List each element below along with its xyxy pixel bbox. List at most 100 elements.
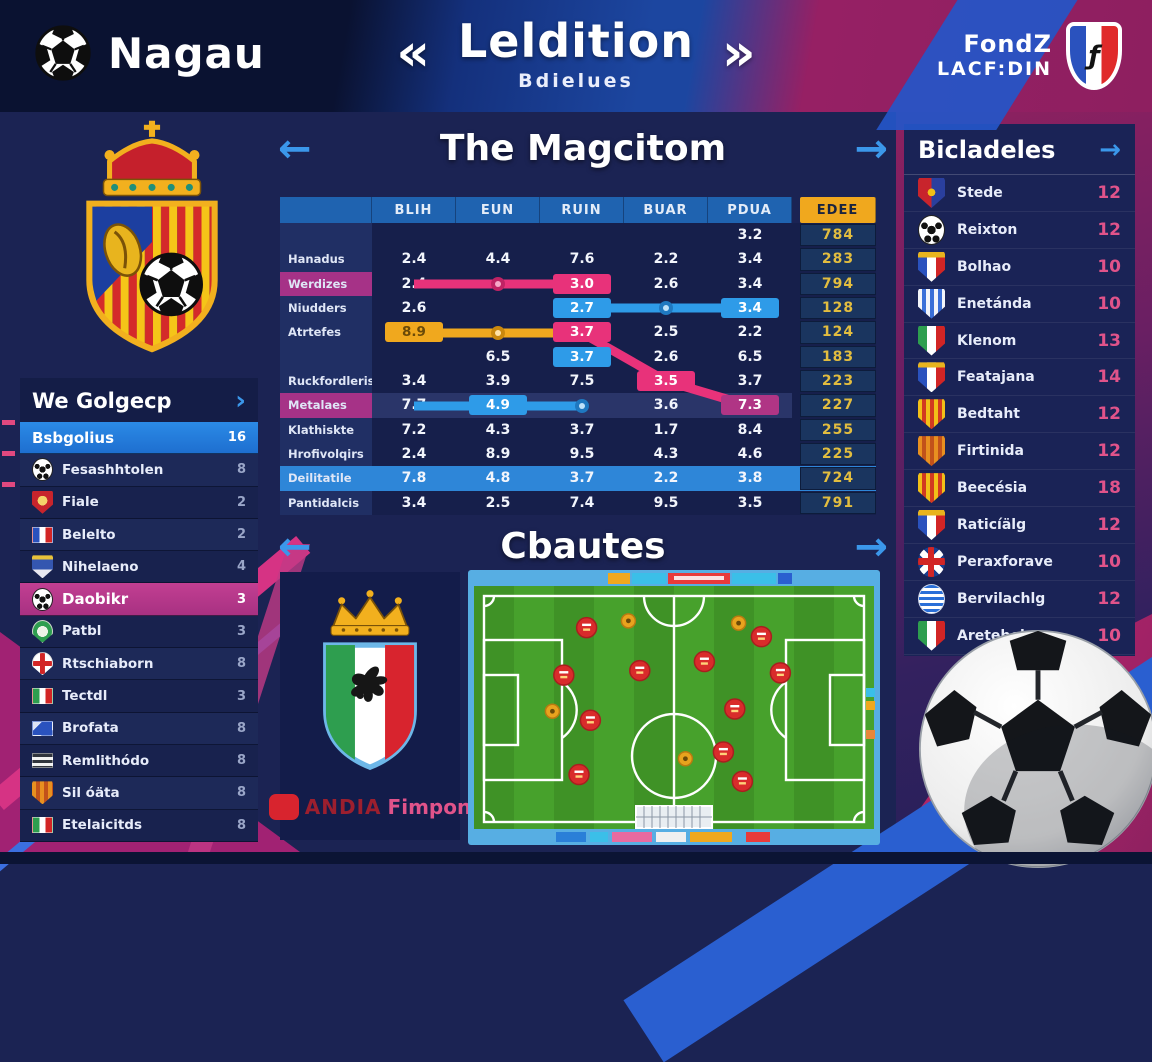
matrix-row-label[interactable]: Pantidalcis	[280, 490, 372, 515]
team-item[interactable]: Fiale 2	[20, 486, 258, 519]
player-marker[interactable]	[620, 613, 637, 629]
matrix-row-label[interactable]: Ruckfordleris	[280, 368, 372, 394]
team-item[interactable]: Patbl 3	[20, 615, 258, 649]
matrix-row-label[interactable]: Klathiskte	[280, 417, 372, 442]
team-item[interactable]: Belelto 2	[20, 518, 258, 552]
ranking-item[interactable]: Stede 12	[904, 175, 1135, 212]
team-item[interactable]: Sil óäta 8	[20, 777, 258, 810]
matrix-row-label[interactable]: Hanadus	[280, 247, 372, 272]
ranking-item-value: 12	[1097, 404, 1121, 425]
team-item[interactable]: Remlithódo 8	[20, 744, 258, 778]
matrix-chip[interactable]: 3.7	[553, 322, 611, 343]
matrix-column-header[interactable]: EDEE	[800, 197, 876, 223]
ranking-item[interactable]: Raticíälg 12	[904, 507, 1135, 544]
player-marker[interactable]	[544, 703, 561, 720]
matrix-column-header[interactable]: RUIN	[540, 197, 624, 223]
matrix-cell: 7.2	[401, 421, 427, 438]
brand[interactable]: Nagau	[34, 24, 265, 82]
pitch-map[interactable]	[468, 570, 880, 845]
matrix-cell: 3.5	[624, 369, 708, 393]
team-item[interactable]: Bsbgolius 16	[20, 422, 258, 455]
next-chevrons-icon[interactable]: »	[722, 23, 756, 83]
player-marker[interactable]	[677, 750, 694, 767]
team-item[interactable]: Fesashhtolen 8	[20, 454, 258, 487]
matrix-chip[interactable]: 2.7	[553, 298, 611, 319]
matrix-row-label[interactable]: Atrtefes	[280, 320, 372, 345]
matrix-chip[interactable]: 3.4	[721, 298, 779, 319]
matrix-chip[interactable]: 8.9	[385, 322, 443, 343]
player-marker[interactable]	[769, 662, 792, 684]
matrix-cell: 3.4	[708, 296, 792, 320]
ranking-item[interactable]: Bedtaht 12	[904, 396, 1135, 434]
matrix-row-label[interactable]: Deilitatile	[280, 466, 372, 491]
matrix-column-header[interactable]: BLIH	[372, 197, 456, 223]
matrix-chip[interactable]: 3.0	[553, 273, 611, 294]
player-marker[interactable]	[575, 616, 598, 639]
team-item[interactable]: Rtschiaborn 8	[20, 648, 258, 681]
matrix-chip[interactable]: 3.7	[553, 346, 611, 367]
matrix-cell: 7.5	[569, 373, 595, 390]
ranking-item[interactable]: Bervilachlg 12	[904, 581, 1135, 618]
matrix-column-header[interactable]: PDUA	[708, 197, 792, 223]
flag-italy-icon	[32, 817, 53, 834]
matrix-cell: 9.5	[653, 494, 679, 511]
crest-goldred-icon	[918, 399, 945, 430]
team-item[interactable]: Daobikr 3	[20, 583, 258, 616]
matrix-chip[interactable]: 4.9	[469, 395, 527, 416]
matrix-row: 6.5 3.7 2.6 6.5 183	[280, 344, 876, 369]
team-item-label: Tectdl	[62, 688, 108, 705]
team-item[interactable]: Nihelaeno 4	[20, 551, 258, 584]
teams-panel-arrow-icon[interactable]: ›	[235, 386, 246, 416]
matrix-column-header[interactable]: BUAR	[624, 197, 708, 223]
team-item-value: 8	[236, 656, 246, 672]
player-marker[interactable]	[629, 659, 651, 682]
team-item[interactable]: Brofata 8	[20, 712, 258, 745]
matrix-cell: 1.7	[653, 421, 679, 438]
matrix-row: Deilitatile 7.8 4.8 3.7 2.2 3.8 724	[280, 466, 876, 491]
matrix-row-label[interactable]: Metalaes	[280, 393, 372, 418]
crest-france-icon	[918, 362, 945, 393]
charts-prev-arrow-icon[interactable]: ←	[278, 523, 312, 570]
player-marker[interactable]	[579, 709, 602, 732]
ranking-item[interactable]: Reixton 12	[904, 212, 1135, 249]
matrix-row-label[interactable]	[280, 223, 372, 248]
player-marker[interactable]	[730, 615, 747, 631]
charts-next-arrow-icon[interactable]: →	[854, 523, 888, 570]
matrix-row-label[interactable]: Werdizes	[280, 271, 372, 296]
player-marker[interactable]	[750, 625, 773, 648]
matrix-chip[interactable]: 7.3	[721, 395, 779, 416]
player-marker[interactable]	[724, 698, 746, 720]
ranking-item[interactable]: Klenom 13	[904, 323, 1135, 360]
ranking-item[interactable]: Featajana 14	[904, 359, 1135, 397]
matrix-prev-arrow-icon[interactable]: ←	[278, 125, 312, 172]
team-item[interactable]: Etelaicitds 8	[20, 809, 258, 842]
prev-chevrons-icon[interactable]: «	[396, 23, 430, 83]
matrix-cell: 2.5	[653, 324, 679, 341]
player-marker[interactable]	[568, 763, 590, 786]
sponsor-name-sub: Fimpon	[387, 795, 472, 819]
matrix-row-label[interactable]: Hrofivolqirs	[280, 441, 372, 467]
matrix-row-label[interactable]	[280, 344, 372, 369]
crest-orange-icon	[918, 436, 945, 467]
matrix-next-arrow-icon[interactable]: →	[854, 125, 888, 172]
ranking-item[interactable]: Bolhao 10	[904, 249, 1135, 286]
ranking-item-label: Klenom	[957, 332, 1017, 349]
matrix-chip[interactable]: 3.5	[637, 371, 695, 392]
ranking-item[interactable]: Beecésia 18	[904, 470, 1135, 508]
ranking-panel-arrow-icon[interactable]: →	[1099, 135, 1121, 165]
matrix-edge-value: 791	[800, 491, 876, 514]
matrix-column-header[interactable]: EUN	[456, 197, 540, 223]
player-marker[interactable]	[553, 664, 575, 686]
player-marker[interactable]	[712, 741, 735, 763]
matrix-cell: 8.4	[737, 421, 763, 438]
player-marker[interactable]	[693, 650, 716, 673]
team-item[interactable]: Tectdl 3	[20, 680, 258, 713]
ranking-item[interactable]: Enetánda 10	[904, 286, 1135, 323]
league-name-line1: FondZ	[963, 30, 1052, 59]
ranking-item[interactable]: Firtinida 12	[904, 433, 1135, 471]
france-crest-icon: ƒ	[1066, 22, 1122, 90]
ranking-item[interactable]: Peraxforave 10	[904, 544, 1135, 581]
matrix-cell: 3.0	[540, 272, 624, 296]
matrix-row-label[interactable]: Niudders	[280, 295, 372, 321]
player-marker[interactable]	[731, 770, 754, 793]
